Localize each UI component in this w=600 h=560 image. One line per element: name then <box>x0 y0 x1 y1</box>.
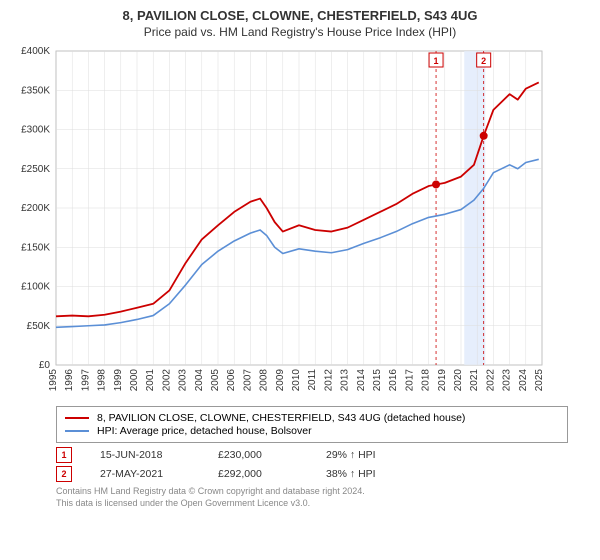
svg-text:2009: 2009 <box>275 369 286 392</box>
svg-text:2000: 2000 <box>129 369 140 392</box>
chart-title: 8, PAVILION CLOSE, CLOWNE, CHESTERFIELD,… <box>12 8 588 23</box>
legend-row: HPI: Average price, detached house, Bols… <box>65 425 559 437</box>
svg-text:£50K: £50K <box>27 321 51 332</box>
svg-text:2022: 2022 <box>485 369 496 392</box>
svg-text:£400K: £400K <box>21 46 50 57</box>
svg-text:2005: 2005 <box>210 369 221 392</box>
svg-text:2013: 2013 <box>340 369 351 392</box>
sale-marker: 1 <box>56 447 72 463</box>
svg-text:2001: 2001 <box>145 369 156 392</box>
sale-price: £230,000 <box>218 449 298 461</box>
svg-text:2023: 2023 <box>502 369 513 392</box>
sale-row: 1 15-JUN-2018 £230,000 29% ↑ HPI <box>56 447 588 463</box>
svg-text:£300K: £300K <box>21 125 50 136</box>
svg-text:1996: 1996 <box>64 369 75 392</box>
svg-text:2018: 2018 <box>421 369 432 392</box>
sale-delta: 29% ↑ HPI <box>326 449 376 461</box>
svg-text:2012: 2012 <box>323 369 334 392</box>
footer-line-2: This data is licensed under the Open Gov… <box>56 498 588 510</box>
legend-label: 8, PAVILION CLOSE, CLOWNE, CHESTERFIELD,… <box>97 412 465 424</box>
sale-date: 27-MAY-2021 <box>100 468 190 480</box>
svg-text:1998: 1998 <box>97 369 108 392</box>
chart-subtitle: Price paid vs. HM Land Registry's House … <box>12 25 588 39</box>
svg-text:2021: 2021 <box>469 369 480 392</box>
chart-area: £0£50K£100K£150K£200K£250K£300K£350K£400… <box>12 45 588 400</box>
sale-delta: 38% ↑ HPI <box>326 468 376 480</box>
svg-text:1995: 1995 <box>48 369 59 392</box>
legend-label: HPI: Average price, detached house, Bols… <box>97 425 312 437</box>
sales-table: 1 15-JUN-2018 £230,000 29% ↑ HPI 2 27-MAY-202… <box>12 447 588 482</box>
svg-text:1999: 1999 <box>113 369 124 392</box>
legend-row: 8, PAVILION CLOSE, CLOWNE, CHESTERFIELD,… <box>65 412 559 424</box>
sale-marker: 2 <box>56 466 72 482</box>
svg-text:2008: 2008 <box>259 369 270 392</box>
svg-text:2020: 2020 <box>453 369 464 392</box>
svg-text:£350K: £350K <box>21 85 50 96</box>
svg-text:2006: 2006 <box>226 369 237 392</box>
svg-text:2002: 2002 <box>161 369 172 392</box>
svg-text:2007: 2007 <box>242 369 253 392</box>
svg-text:2016: 2016 <box>388 369 399 392</box>
footer-line-1: Contains HM Land Registry data © Crown c… <box>56 486 588 498</box>
svg-text:2010: 2010 <box>291 369 302 392</box>
sale-date: 15-JUN-2018 <box>100 449 190 461</box>
svg-text:£150K: £150K <box>21 242 50 253</box>
svg-text:£200K: £200K <box>21 203 50 214</box>
svg-text:1: 1 <box>434 56 439 66</box>
svg-text:£100K: £100K <box>21 282 50 293</box>
line-chart: £0£50K£100K£150K£200K£250K£300K£350K£400… <box>12 45 552 395</box>
sale-price: £292,000 <box>218 468 298 480</box>
legend: 8, PAVILION CLOSE, CLOWNE, CHESTERFIELD,… <box>56 406 568 443</box>
svg-text:2011: 2011 <box>307 369 318 391</box>
svg-text:2019: 2019 <box>437 369 448 392</box>
svg-text:2024: 2024 <box>518 369 529 392</box>
footer-attribution: Contains HM Land Registry data © Crown c… <box>56 486 588 509</box>
svg-text:2003: 2003 <box>178 369 189 392</box>
svg-text:2014: 2014 <box>356 369 367 392</box>
svg-text:2017: 2017 <box>404 369 415 392</box>
svg-text:2004: 2004 <box>194 369 205 392</box>
legend-swatch <box>65 430 89 432</box>
svg-text:1997: 1997 <box>80 369 91 392</box>
svg-text:£250K: £250K <box>21 164 50 175</box>
svg-text:2015: 2015 <box>372 369 383 392</box>
svg-text:2025: 2025 <box>534 369 545 392</box>
sale-row: 2 27-MAY-2021 £292,000 38% ↑ HPI <box>56 466 588 482</box>
svg-text:2: 2 <box>481 56 486 66</box>
legend-swatch <box>65 417 89 419</box>
